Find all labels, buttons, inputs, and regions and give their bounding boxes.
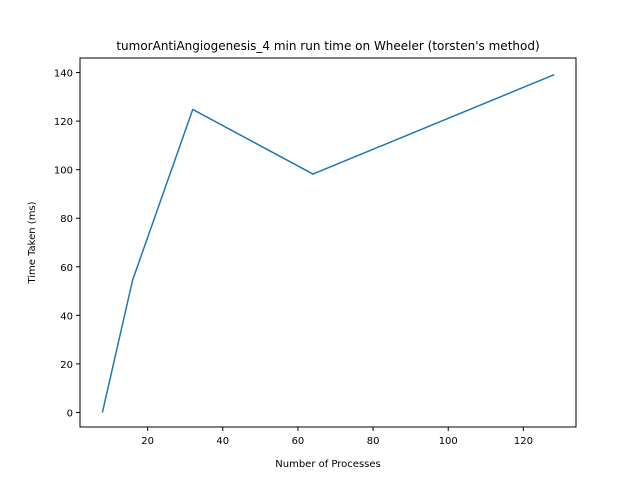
y-axis-label: Time Taken (ms)	[27, 201, 38, 284]
x-axis-label: Number of Processes	[275, 459, 380, 470]
y-axis-ticks: 0 20 40 60 80 100 120 140	[54, 69, 80, 419]
data-point	[101, 410, 104, 413]
x-tick-label: 60	[292, 436, 305, 447]
chart-title: tumorAntiAngiogenesis_4 min run time on …	[116, 39, 539, 53]
x-tick-label: 120	[514, 436, 533, 447]
x-axis-ticks: 20 40 60 80 100 120	[141, 427, 533, 447]
plot-area	[101, 74, 555, 413]
data-point	[312, 173, 314, 175]
y-tick-label: 0	[67, 408, 73, 419]
data-point	[131, 279, 134, 281]
data-point	[191, 108, 194, 111]
x-tick-label: 20	[141, 436, 154, 447]
y-tick-label: 100	[54, 166, 73, 177]
data-point	[552, 74, 555, 76]
y-tick-label: 20	[60, 360, 73, 371]
y-tick-label: 120	[54, 117, 73, 128]
axes-frame	[79, 57, 577, 428]
y-tick-label: 60	[60, 263, 73, 274]
y-tick-label: 80	[60, 214, 73, 225]
x-tick-label: 80	[367, 436, 380, 447]
x-tick-label: 40	[216, 436, 229, 447]
y-tick-label: 140	[54, 69, 73, 80]
x-tick-label: 100	[439, 436, 458, 447]
y-tick-label: 40	[60, 311, 73, 322]
